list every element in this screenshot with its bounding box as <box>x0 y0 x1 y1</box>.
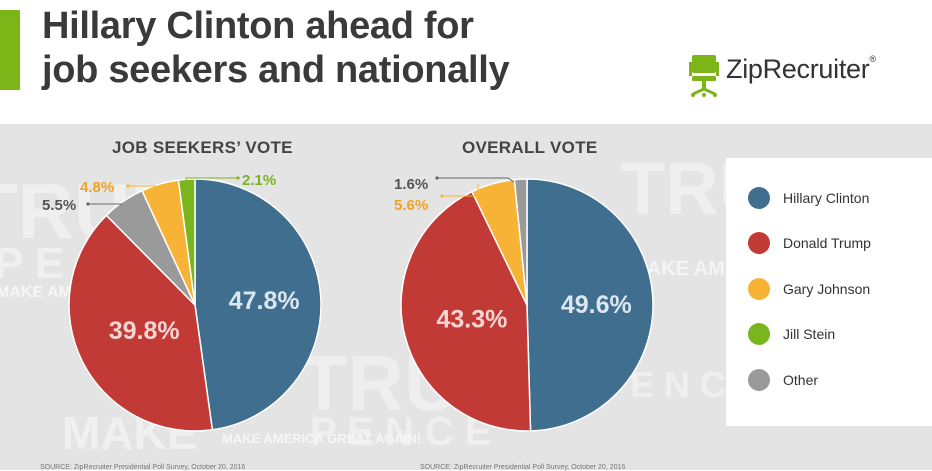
data-label: 47.8% <box>229 287 300 315</box>
pie-slice-donald-trump <box>68 214 214 432</box>
data-label: 5.5% <box>42 197 76 214</box>
background-word: MAKE AMERICA GREAT AGAIN! <box>222 431 422 446</box>
chart-title-overall: OVERALL VOTE <box>462 138 598 157</box>
legend-item-other: Other <box>748 367 818 393</box>
legend-swatch <box>748 369 770 391</box>
background-word: P E <box>0 239 65 288</box>
headline-line-1: Hillary Clinton ahead for <box>42 5 474 47</box>
data-label: 5.6% <box>394 197 428 214</box>
legend-label: Jill Stein <box>783 326 836 342</box>
leader-line <box>185 177 238 184</box>
legend-label: Donald Trump <box>783 235 871 251</box>
data-label: 43.3% <box>436 305 507 333</box>
legend-label: Other <box>783 372 819 388</box>
leader-dot <box>86 202 90 206</box>
legend-swatch <box>748 232 770 254</box>
background-word: MAKE AME <box>630 258 739 280</box>
legend-item-stein: Jill Stein <box>748 321 835 347</box>
pie-slice-hillary-clinton <box>194 178 322 431</box>
legend-item-clinton: Hillary Clinton <box>748 185 869 211</box>
chart-title-job-seekers: JOB SEEKERS’ VOTE <box>112 138 293 157</box>
data-label: 49.6% <box>561 291 632 319</box>
legend-swatch <box>748 278 770 300</box>
data-label: 1.6% <box>394 176 428 193</box>
pie-slice-jill-stein <box>177 178 196 306</box>
source-note: SOURCE: ZipRecruiter Presidential Poll S… <box>420 464 626 471</box>
brand-registered-mark: ® <box>869 54 876 64</box>
leader-dot <box>435 176 439 180</box>
legend-item-johnson: Gary Johnson <box>748 276 870 302</box>
leader-dot <box>440 194 444 198</box>
legend: Hillary Clinton Donald Trump Gary Johnso… <box>726 158 932 426</box>
data-label: 39.8% <box>109 317 180 345</box>
brand-name: ZipRecruiter <box>726 54 870 84</box>
leader-dot <box>236 176 240 180</box>
background-word: P E N C E <box>310 410 492 454</box>
ziprecruiter-logo: ZipRecruiter® <box>688 50 908 100</box>
chair-icon <box>689 55 719 97</box>
data-label: 2.1% <box>242 172 276 189</box>
legend-label: Hillary Clinton <box>783 190 870 206</box>
pie-slice-hillary-clinton <box>526 178 654 432</box>
leader-dot <box>126 184 130 188</box>
leader-line <box>437 177 515 183</box>
legend-label: Gary Johnson <box>783 281 871 297</box>
accent-bar <box>0 10 20 90</box>
leader-line <box>442 184 479 197</box>
pie-slice-donald-trump <box>400 190 532 432</box>
pie-slice-other <box>513 178 528 306</box>
legend-item-trump: Donald Trump <box>748 230 871 256</box>
background-word: MAKE AM <box>0 284 72 301</box>
leader-line <box>128 185 161 195</box>
legend-swatch <box>748 187 770 209</box>
headline-line-2: job seekers and nationally <box>42 49 510 91</box>
source-note: SOURCE: ZipRecruiter Presidential Poll S… <box>40 464 246 471</box>
data-label: 4.8% <box>80 179 114 196</box>
headline: Hillary Clinton ahead for job seekers an… <box>42 4 510 92</box>
legend-swatch <box>748 323 770 345</box>
